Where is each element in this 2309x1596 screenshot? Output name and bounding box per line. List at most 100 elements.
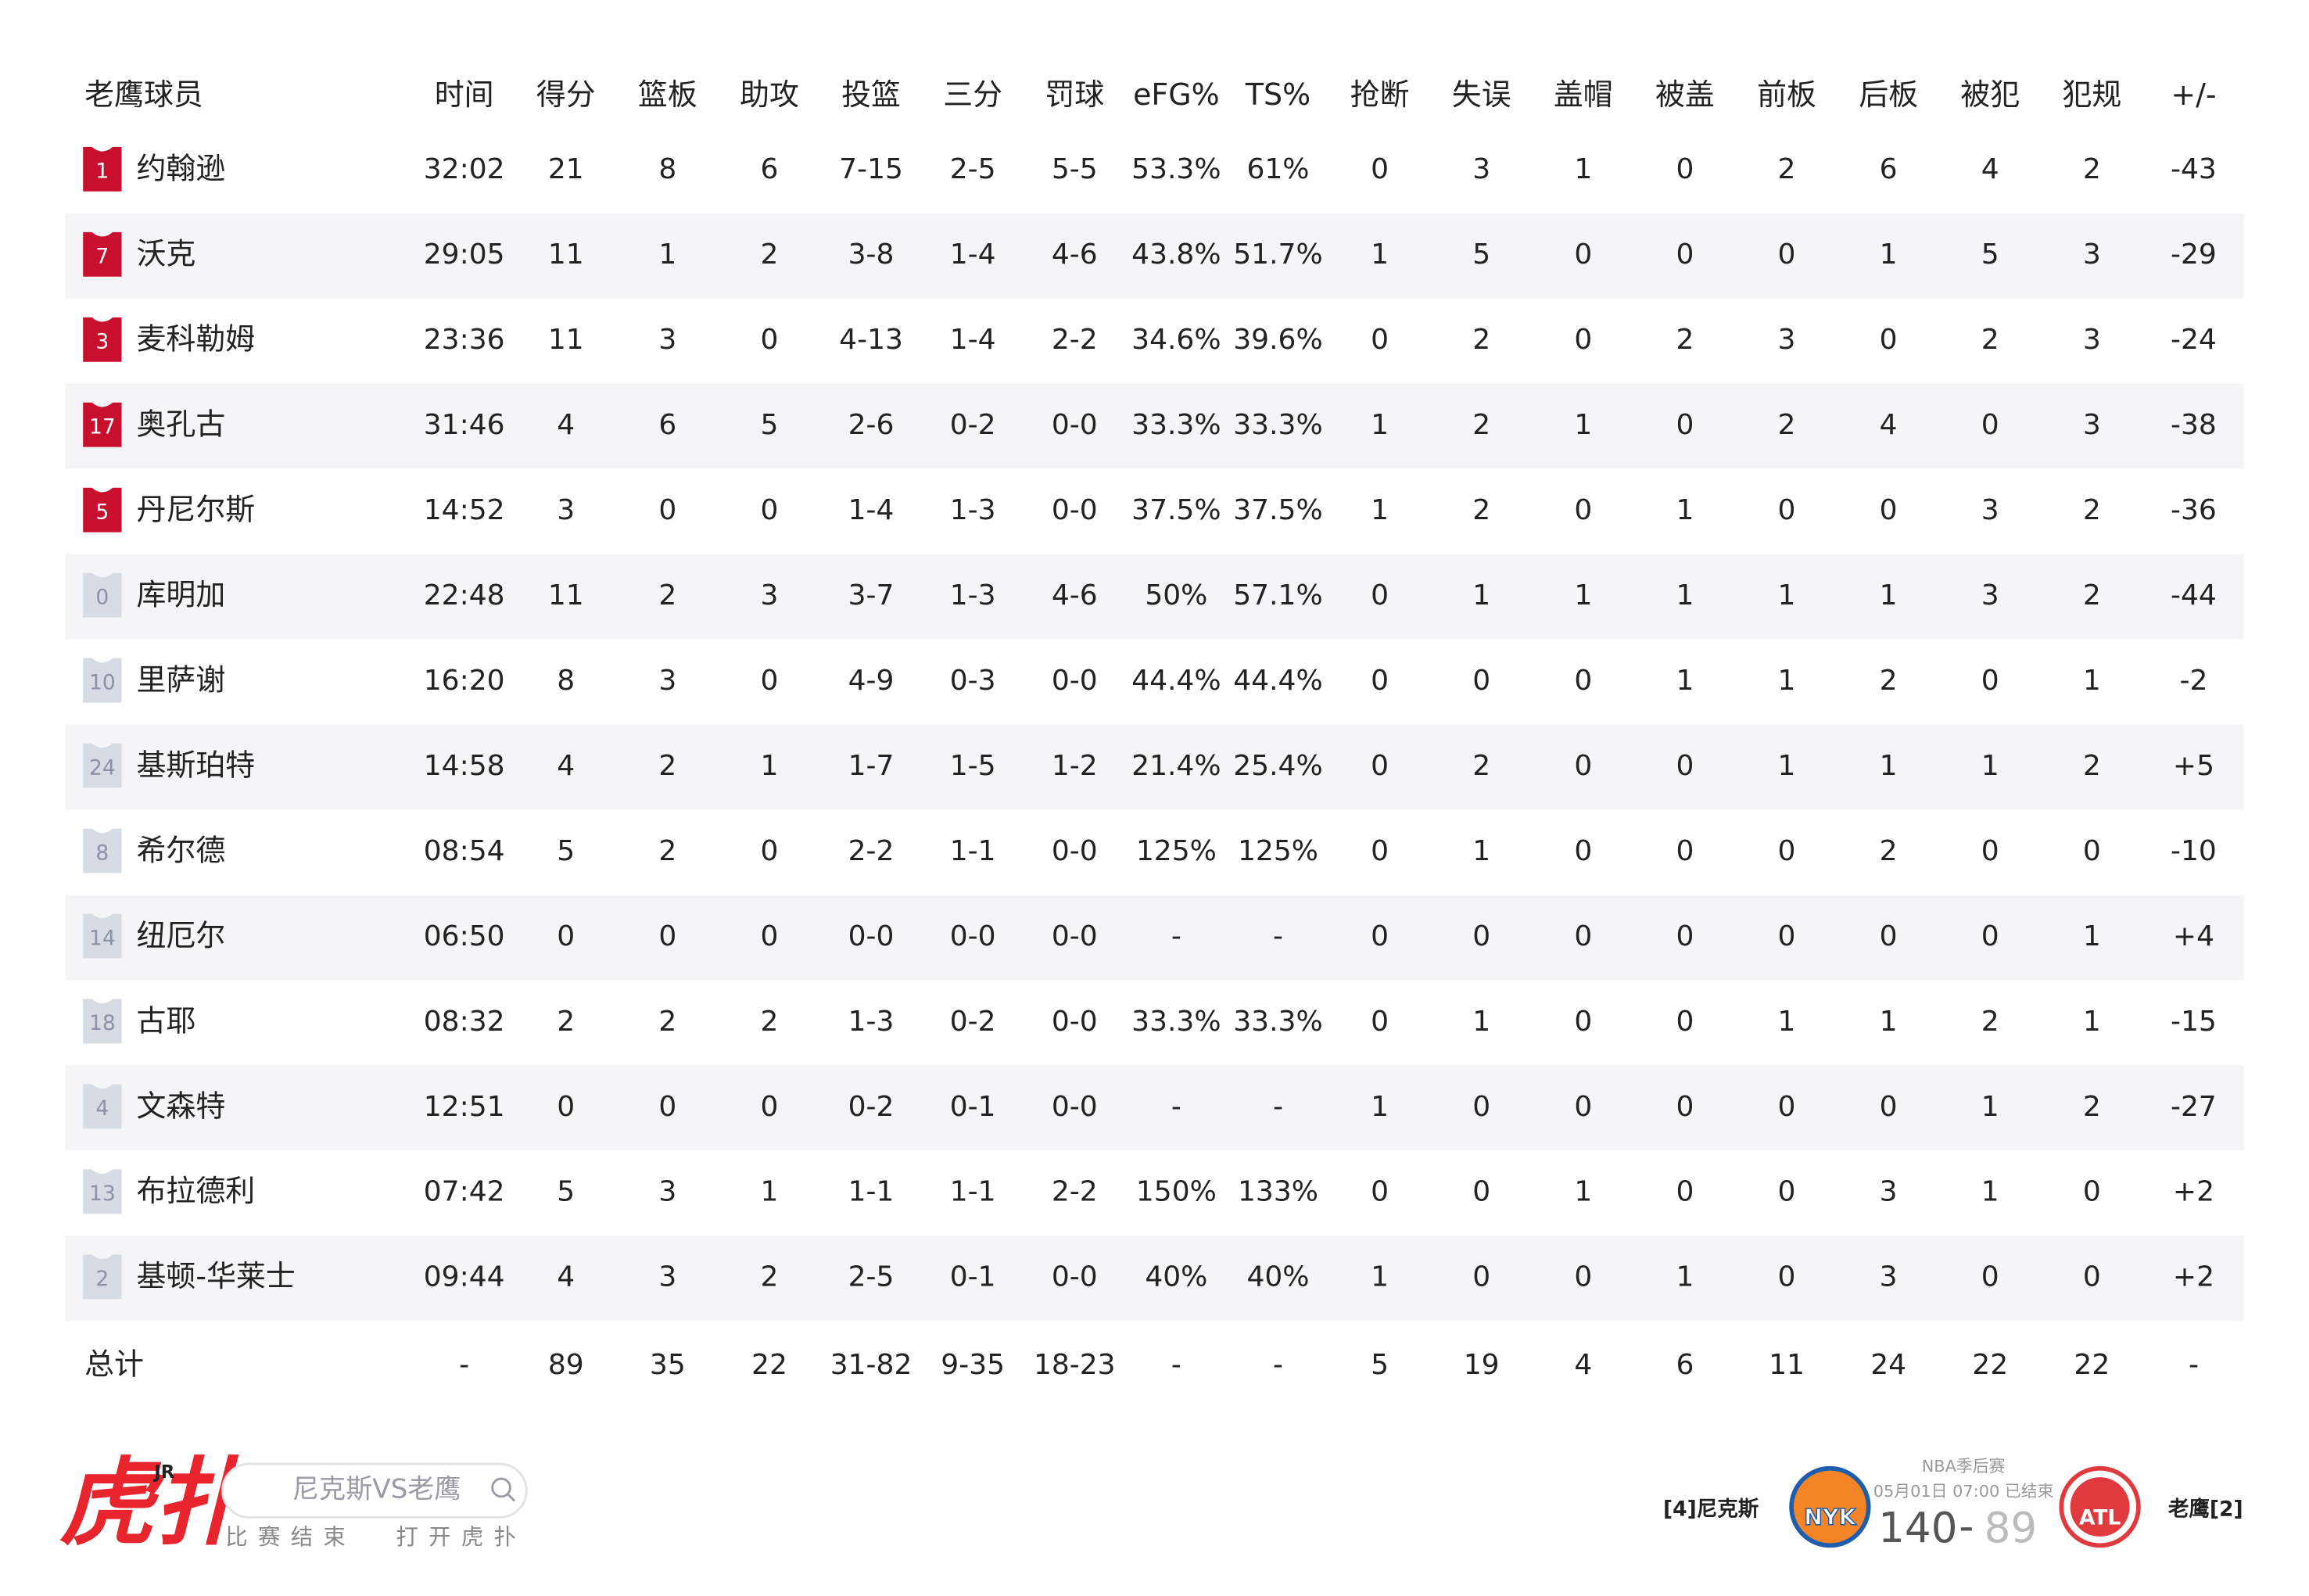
stat-cell: 2	[658, 750, 676, 782]
total-cell: 31-82	[830, 1349, 912, 1381]
stat-cell: 0	[1676, 153, 1694, 185]
jersey-number: 5	[95, 500, 109, 524]
stat-cell: 3	[760, 579, 778, 612]
stat-cell: 8	[557, 665, 575, 697]
stat-cell: 4-9	[848, 665, 895, 697]
stat-cell: 2	[760, 239, 778, 271]
stat-cell: 1	[1371, 494, 1389, 526]
stat-cell: 1	[1778, 665, 1796, 697]
jersey-icon	[83, 402, 122, 447]
jersey-icon	[83, 1254, 122, 1300]
column-header: eFG%	[1133, 77, 1220, 112]
stat-cell: 0	[1371, 579, 1389, 612]
game-time: 05月01日 07:00 已结束	[1873, 1482, 2054, 1501]
stat-cell: 3	[1472, 153, 1490, 185]
stat-cell: 133%	[1238, 1176, 1318, 1208]
stat-cell: 3	[1981, 579, 1999, 612]
home-team: [4]尼克斯	[1663, 1497, 1759, 1521]
stat-cell: 1	[760, 750, 778, 782]
stat-cell: 0	[1778, 1091, 1796, 1123]
stat-cell: 0-1	[950, 1261, 996, 1293]
stat-cell: 1-3	[848, 1006, 895, 1038]
stat-cell: -24	[2171, 324, 2217, 356]
column-header: 后板	[1859, 77, 1918, 112]
stat-cell: 125%	[1136, 835, 1217, 867]
stat-cell: 0-3	[950, 665, 996, 697]
stat-cell: 1	[1472, 835, 1490, 867]
stat-cell: -	[1273, 920, 1283, 952]
stat-cell: 3	[658, 324, 676, 356]
open-app-text: 打开虎扑	[396, 1524, 526, 1550]
stat-cell: 0	[1371, 153, 1389, 185]
stat-cell: 14:58	[424, 750, 505, 782]
stat-cell: 3	[2083, 409, 2101, 441]
stat-cell: 07:42	[424, 1176, 505, 1208]
stat-cell: 2	[1472, 494, 1490, 526]
stat-cell: 1	[1778, 579, 1796, 612]
stat-cell: 3	[2083, 239, 2101, 271]
column-header: 盖帽	[1554, 77, 1613, 112]
stat-cell: 0	[1472, 920, 1490, 952]
stat-cell: 0	[1371, 920, 1389, 952]
column-header: 被盖	[1655, 77, 1715, 112]
stat-cell: 11	[548, 239, 584, 271]
stat-cell: 0	[760, 324, 778, 356]
stat-cell: 0	[1371, 1006, 1389, 1038]
stat-cell: 0	[1574, 835, 1592, 867]
stat-cell: 3	[658, 1176, 676, 1208]
stat-cell: 0	[1676, 835, 1694, 867]
stat-cell: 1	[1574, 153, 1592, 185]
stat-cell: 0	[557, 1091, 575, 1123]
column-header: 篮板	[638, 77, 697, 112]
stat-cell: 08:32	[424, 1006, 505, 1038]
stat-cell: 2	[1778, 409, 1796, 441]
away-score: 89	[1985, 1504, 2038, 1552]
stat-cell: -	[1171, 920, 1181, 952]
stat-cell: 0-0	[1052, 1261, 1098, 1293]
jersey-number: 24	[89, 755, 116, 780]
stat-cell: 1	[1574, 409, 1592, 441]
column-header: 失误	[1452, 77, 1511, 112]
total-cell: 22	[751, 1349, 787, 1381]
stat-cell: 29:05	[424, 239, 505, 271]
stat-cell: 40%	[1246, 1261, 1309, 1293]
player-name: 丹尼尔斯	[136, 493, 255, 527]
column-header: +/-	[2171, 77, 2216, 112]
stat-cell: 37.5%	[1233, 494, 1322, 526]
stat-cell: 1	[1981, 750, 1999, 782]
search-box[interactable]	[221, 1462, 528, 1519]
search-icon	[506, 1492, 516, 1502]
stat-cell: 0	[1778, 1261, 1796, 1293]
stat-cell: 0	[760, 665, 778, 697]
stat-cell: 0	[2083, 835, 2101, 867]
column-header: 得分	[536, 77, 596, 112]
stat-cell: 34.6%	[1131, 324, 1221, 356]
stat-cell: +4	[2173, 920, 2214, 952]
stat-cell: 3	[1880, 1176, 1898, 1208]
player-name: 文森特	[136, 1089, 225, 1123]
stat-cell: 5-5	[1052, 153, 1098, 185]
stat-cell: -36	[2171, 494, 2217, 526]
stat-cell: -44	[2171, 579, 2217, 612]
stat-cell: 39.6%	[1233, 324, 1322, 356]
stat-cell: 0	[2083, 1176, 2101, 1208]
stat-cell: 0-1	[950, 1091, 996, 1123]
stat-cell: 0	[760, 920, 778, 952]
stat-cell: 1	[1880, 239, 1898, 271]
stat-cell: 33.3%	[1131, 409, 1221, 441]
search-text[interactable]: 尼克斯VS老鹰	[292, 1474, 461, 1505]
player-name: 基斯珀特	[136, 748, 255, 782]
stat-cell: -10	[2171, 835, 2217, 867]
stat-cell: 1-1	[950, 1176, 996, 1208]
stat-cell: 4-6	[1052, 239, 1098, 271]
stat-cell: 0	[1778, 1176, 1796, 1208]
total-label: 总计	[84, 1347, 144, 1381]
stat-cell: 0	[1981, 1261, 1999, 1293]
stat-cell: 44.4%	[1131, 665, 1221, 697]
stat-cell: 33.3%	[1131, 1006, 1221, 1038]
stat-cell: 0-0	[1052, 409, 1098, 441]
stat-cell: 0	[1676, 1006, 1694, 1038]
stat-cell: 0	[658, 920, 676, 952]
stat-cell: 6	[1880, 153, 1898, 185]
stat-cell: 1	[1981, 1176, 1999, 1208]
